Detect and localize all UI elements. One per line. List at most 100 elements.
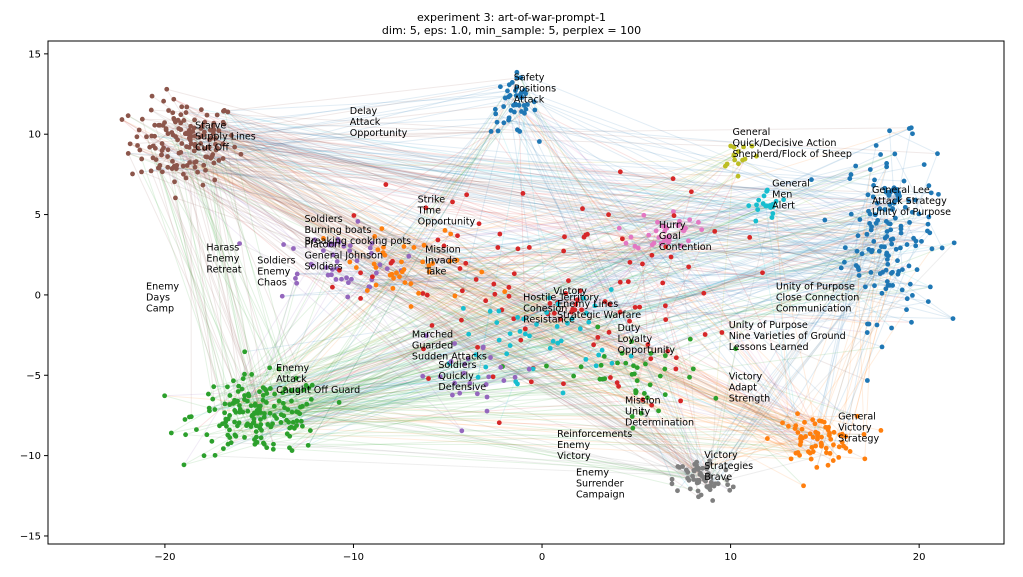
connection-line: [404, 282, 505, 293]
connection-line: [782, 185, 930, 424]
data-point: [506, 284, 512, 290]
connection-line: [159, 164, 677, 359]
connection-line: [207, 146, 261, 410]
data-point: [394, 270, 399, 276]
connection-line: [715, 192, 900, 485]
data-point: [181, 171, 186, 177]
connection-line: [515, 104, 865, 435]
connection-line: [190, 135, 675, 217]
connection-line: [291, 154, 735, 428]
annotation-label: Camp: [146, 303, 174, 314]
connection-line: [167, 166, 874, 242]
data-point: [597, 376, 603, 382]
connection-line: [733, 155, 861, 220]
data-point: [169, 130, 175, 135]
connection-line: [521, 111, 843, 435]
connection-line: [178, 128, 291, 437]
data-point: [487, 308, 493, 314]
connection-line: [174, 119, 734, 488]
data-point: [287, 433, 293, 439]
data-point: [780, 420, 785, 426]
data-point: [222, 108, 227, 114]
data-point: [502, 289, 508, 295]
data-point: [878, 152, 883, 157]
y-tick-label: 15: [28, 49, 41, 60]
data-point: [152, 145, 158, 151]
data-point: [212, 452, 218, 458]
data-point: [448, 231, 454, 237]
data-point: [324, 265, 329, 270]
data-point: [685, 469, 691, 475]
connection-line: [173, 98, 603, 380]
connection-line: [263, 387, 814, 453]
data-point: [631, 371, 637, 377]
data-point: [188, 123, 194, 129]
connection-line: [371, 271, 883, 281]
data-point: [484, 408, 490, 414]
data-point: [809, 177, 814, 183]
data-point: [911, 235, 916, 241]
connection-line: [701, 239, 892, 476]
data-point: [939, 245, 945, 251]
data-point: [344, 275, 349, 281]
data-point: [165, 154, 170, 159]
annotation-label: General Lee: [872, 185, 930, 196]
data-point: [492, 291, 498, 297]
data-point: [496, 420, 502, 426]
connection-line: [508, 295, 835, 433]
data-point: [628, 353, 634, 359]
connection-line: [404, 282, 701, 474]
data-point: [925, 228, 930, 234]
connection-line: [546, 365, 700, 469]
connection-line: [212, 154, 227, 422]
connection-line: [296, 237, 914, 379]
connection-line: [334, 243, 728, 481]
connection-line: [178, 128, 892, 274]
annotation-label: Enemy: [557, 440, 590, 451]
data-point: [821, 419, 827, 425]
connection-line: [155, 147, 530, 370]
data-point: [523, 106, 529, 112]
data-point: [662, 392, 668, 398]
data-point: [823, 445, 829, 451]
data-point: [795, 411, 800, 417]
data-point: [228, 440, 234, 446]
x-tick-label: −10: [343, 552, 364, 563]
connection-line: [280, 410, 659, 423]
data-point: [707, 474, 713, 479]
connection-line: [513, 111, 715, 487]
connection-line: [521, 97, 799, 453]
annotation-label: Quickly: [438, 371, 474, 382]
connection-line: [171, 161, 241, 410]
annotation-label: Caught Off Guard: [276, 385, 360, 396]
connection-line: [204, 455, 711, 477]
annotation-label: Harass: [206, 243, 239, 254]
connection-line: [504, 211, 674, 293]
data-point: [320, 248, 326, 253]
data-point: [898, 223, 904, 229]
data-point: [209, 438, 215, 444]
connection-line: [483, 346, 882, 431]
data-point: [159, 152, 164, 158]
data-point: [631, 363, 636, 369]
connection-line: [496, 122, 597, 367]
connection-line: [248, 96, 509, 397]
connection-line: [194, 145, 887, 271]
data-point: [161, 98, 167, 104]
connection-line: [240, 84, 510, 155]
data-point: [899, 287, 905, 293]
data-point: [892, 151, 898, 157]
connection-line: [291, 318, 561, 428]
data-point: [518, 90, 524, 96]
connection-line: [230, 279, 477, 444]
connection-line: [765, 205, 799, 433]
data-point: [216, 128, 222, 134]
data-point: [334, 259, 340, 264]
data-point: [174, 162, 180, 168]
connection-line: [161, 143, 789, 427]
connection-line: [637, 298, 908, 369]
data-point: [511, 271, 517, 277]
data-point: [450, 199, 455, 205]
connection-line: [258, 406, 820, 422]
connection-line: [161, 154, 888, 283]
